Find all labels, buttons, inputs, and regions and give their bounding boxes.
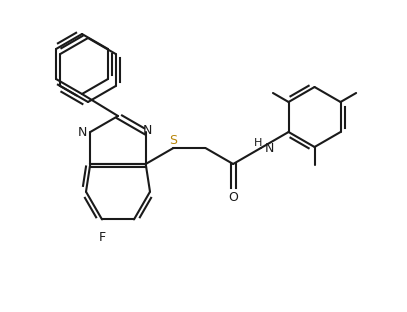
Text: N: N	[265, 142, 274, 154]
Text: N: N	[143, 124, 152, 137]
Text: S: S	[169, 134, 177, 148]
Text: F: F	[98, 232, 105, 244]
Text: N: N	[78, 125, 87, 139]
Text: O: O	[228, 191, 238, 204]
Text: H: H	[254, 138, 262, 148]
